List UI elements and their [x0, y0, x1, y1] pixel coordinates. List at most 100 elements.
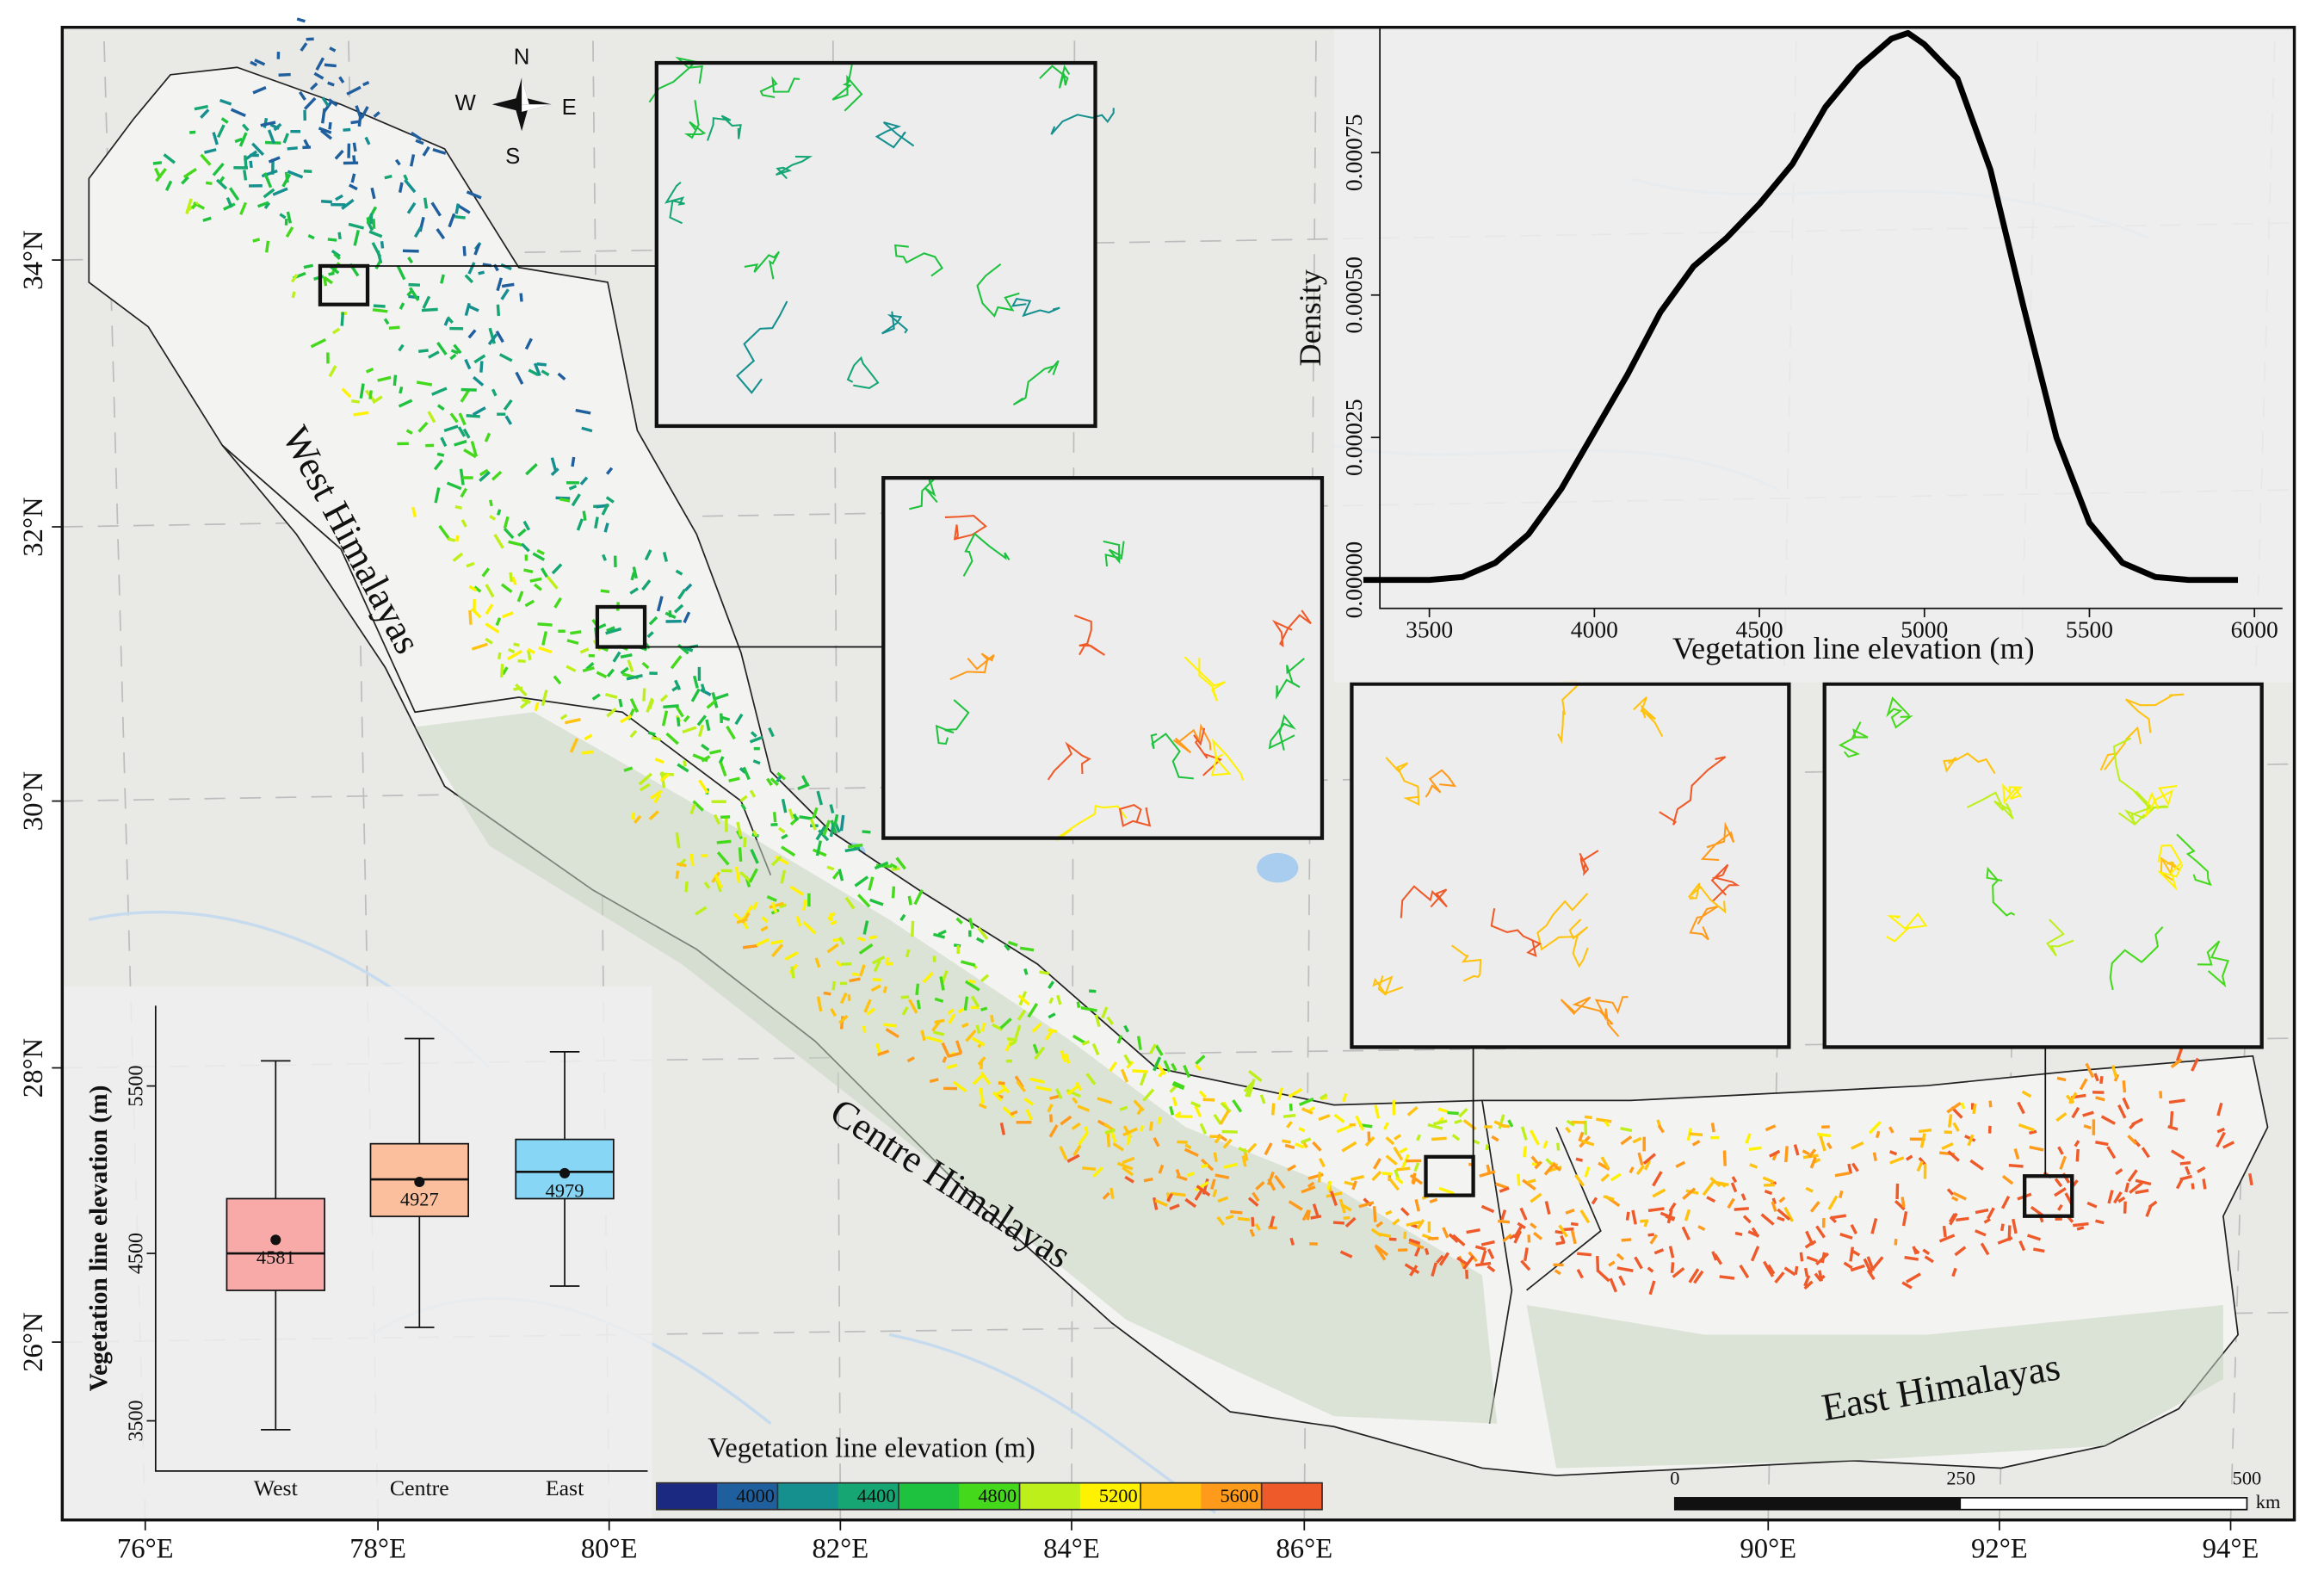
vegetation-line [752, 901, 758, 911]
scale-bar-label: 0 [1670, 1467, 1679, 1488]
vegetation-line [1938, 1234, 1956, 1243]
vegetation-line [1560, 1234, 1566, 1244]
vegetation-line [1436, 1254, 1444, 1264]
vegetation-line [450, 349, 460, 355]
vegetation-line [812, 848, 827, 857]
vegetation-line [1566, 1119, 1575, 1127]
vegetation-line [1153, 1197, 1159, 1210]
vegetation-line [1831, 1214, 1846, 1220]
vegetation-line [620, 666, 629, 675]
vegetation-line [1542, 1140, 1548, 1149]
vegetation-line [2135, 1189, 2149, 1195]
vegetation-line [1084, 1126, 1089, 1134]
vegetation-line [1520, 1126, 1528, 1141]
vegetation-line [905, 949, 911, 958]
vegetation-line [1399, 1147, 1408, 1154]
vegetation-line [309, 82, 318, 91]
vegetation-line [1014, 1024, 1022, 1039]
vegetation-line [532, 552, 546, 561]
vegetation-line [362, 81, 370, 87]
vegetation-line [1809, 1201, 1820, 1213]
vegetation-line [1889, 1156, 1905, 1165]
vegetation-line [1064, 1053, 1071, 1064]
vegetation-line [970, 995, 980, 1008]
vegetation-line [440, 436, 448, 448]
inset-vegetation-line [1073, 615, 1106, 656]
vegetation-line [1255, 1180, 1265, 1191]
vegetation-line [1839, 1190, 1844, 1198]
vegetation-line [1545, 1158, 1553, 1166]
vegetation-line [1603, 1195, 1615, 1202]
vegetation-line [575, 408, 591, 415]
vegetation-line [1941, 1141, 1954, 1151]
vegetation-line [1196, 1184, 1211, 1197]
vegetation-line [1447, 1110, 1459, 1116]
inset-vegetation-line [1268, 714, 1296, 751]
vegetation-line [279, 213, 287, 220]
vegetation-line [1888, 1126, 1894, 1134]
mean-label: 4927 [400, 1189, 439, 1210]
vegetation-line [2018, 1240, 2026, 1252]
vegetation-line [1223, 1162, 1239, 1169]
vegetation-line [371, 242, 382, 258]
vegetation-line [2135, 1178, 2152, 1186]
vegetation-line [1010, 1110, 1018, 1116]
vegetation-line [432, 148, 447, 155]
vegetation-line [901, 1006, 909, 1016]
inset-vegetation-line [1011, 298, 1060, 318]
vegetation-line [1522, 1178, 1536, 1191]
vegetation-line [1819, 1135, 1826, 1152]
vegetation-line [478, 270, 485, 275]
vegetation-line [340, 312, 345, 326]
vegetation-line [252, 238, 261, 243]
vegetation-line [2117, 1104, 2127, 1119]
vegetation-line [761, 916, 769, 924]
vegetation-line [1637, 1152, 1644, 1166]
vegetation-line [1119, 1105, 1128, 1111]
vegetation-line [2216, 1102, 2223, 1116]
vegetation-line [1474, 1245, 1486, 1252]
vegetation-line [1375, 1221, 1384, 1228]
vegetation-line [1215, 1173, 1230, 1179]
vegetation-line [955, 1040, 963, 1055]
vegetation-line [286, 211, 292, 224]
vegetation-line [975, 1024, 981, 1035]
vegetation-line [1298, 1097, 1314, 1106]
vegetation-line [822, 820, 831, 836]
inset-vegetation-line [1372, 975, 1404, 996]
vegetation-line [1195, 1064, 1202, 1072]
vegetation-line [328, 98, 338, 107]
vegetation-line [1820, 1252, 1826, 1264]
vegetation-line [1427, 1123, 1443, 1130]
vegetation-line [473, 585, 482, 593]
inset-vegetation-line [1594, 996, 1629, 1037]
vegetation-line [999, 1123, 1006, 1135]
inset-vegetation-line [1689, 906, 1718, 941]
x-tick-label: 5500 [2066, 616, 2113, 643]
vegetation-line [404, 178, 417, 194]
vegetation-line [1166, 1192, 1173, 1203]
vegetation-line [1408, 1240, 1425, 1250]
vegetation-line [536, 548, 545, 555]
vegetation-line [1986, 1207, 1995, 1220]
vegetation-line [460, 519, 467, 528]
y-tick-label: 0.00000 [1340, 541, 1367, 619]
vegetation-line [1143, 1177, 1153, 1183]
vegetation-line [642, 688, 646, 702]
vegetation-line [440, 274, 445, 284]
vegetation-line [446, 316, 454, 325]
vegetation-line [524, 337, 533, 350]
vegetation-line [668, 610, 672, 618]
vegetation-line [1318, 1114, 1331, 1122]
vegetation-line [1343, 1215, 1351, 1220]
legend-frame [655, 1481, 1323, 1511]
vegetation-line [977, 926, 989, 940]
vegetation-line [333, 252, 341, 261]
vegetation-line [1385, 1154, 1398, 1166]
vegetation-line [1342, 1093, 1348, 1103]
vegetation-line [2216, 1131, 2226, 1148]
compass-west: W [455, 91, 477, 115]
vegetation-line [1771, 1197, 1777, 1205]
vegetation-line [2131, 1117, 2144, 1126]
vegetation-line [303, 263, 313, 269]
